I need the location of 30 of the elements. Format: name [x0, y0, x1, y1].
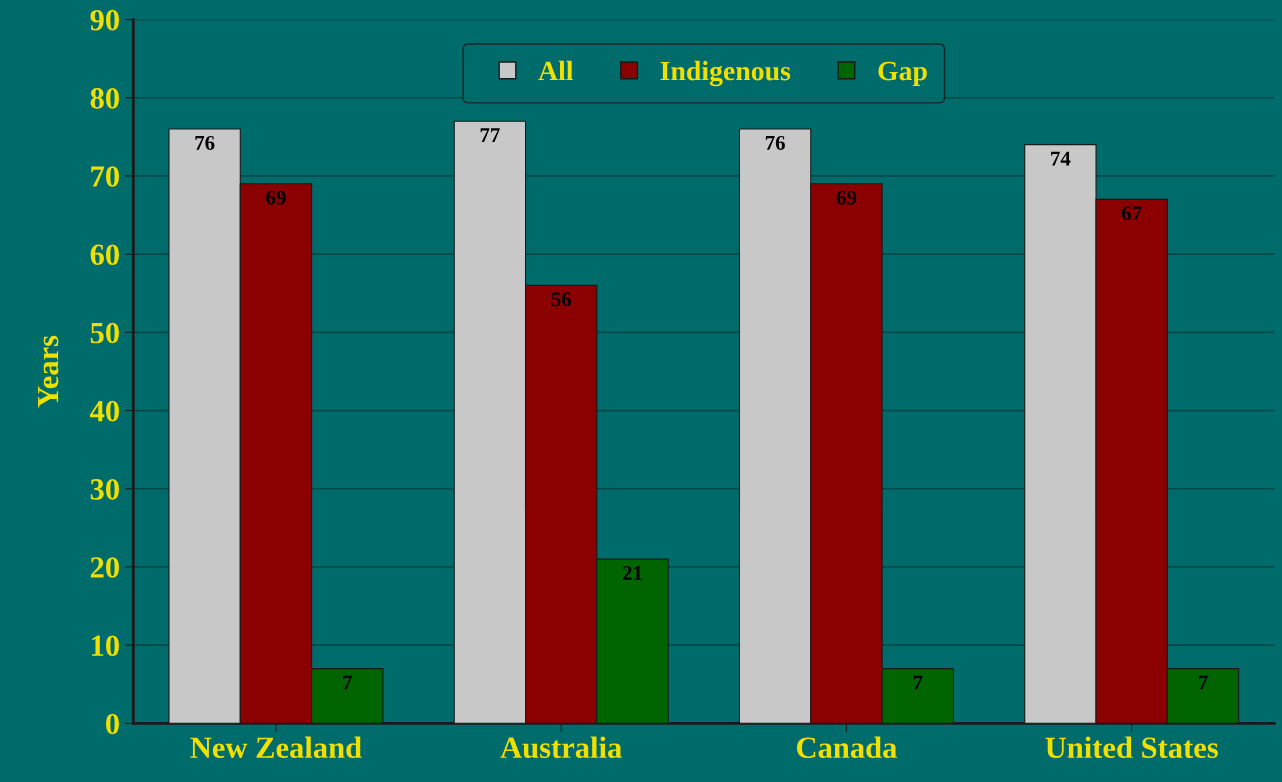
- y-tick-label: 70: [91, 166, 119, 187]
- data-label: 56: [551, 292, 571, 307]
- legend-label: All: [538, 60, 574, 81]
- data-label: 76: [765, 135, 785, 150]
- y-tick-label: 0: [106, 713, 119, 735]
- x-tick-label: Canada: [796, 736, 897, 759]
- y-tick-label: 10: [92, 635, 119, 657]
- data-label: 74: [1051, 151, 1071, 166]
- data-label: 7: [343, 675, 352, 690]
- x-tick-label: United States: [1045, 736, 1218, 759]
- data-label: 69: [836, 190, 857, 205]
- y-tick-label: 80: [90, 88, 119, 109]
- data-label: 7: [1198, 675, 1208, 690]
- x-tick-label: Australia: [500, 736, 622, 759]
- x-tick-label: New Zealand: [190, 736, 362, 759]
- legend-label: Indigenous: [660, 60, 791, 87]
- y-axis-title: Years: [38, 335, 59, 408]
- y-tick-label: 90: [90, 9, 119, 31]
- y-tick-label: 60: [90, 244, 119, 266]
- y-tick-label: 40: [90, 400, 119, 422]
- y-tick-label: 50: [90, 322, 119, 344]
- data-label: 69: [266, 190, 286, 205]
- legend-label: Gap: [878, 61, 927, 87]
- y-tick-label: 30: [90, 479, 119, 500]
- data-label: 76: [195, 135, 215, 150]
- data-label: 77: [480, 128, 500, 142]
- y-tick-label: 20: [90, 557, 119, 578]
- data-label: 67: [1121, 206, 1142, 221]
- data-label: 21: [622, 566, 642, 580]
- data-label: 7: [913, 675, 923, 690]
